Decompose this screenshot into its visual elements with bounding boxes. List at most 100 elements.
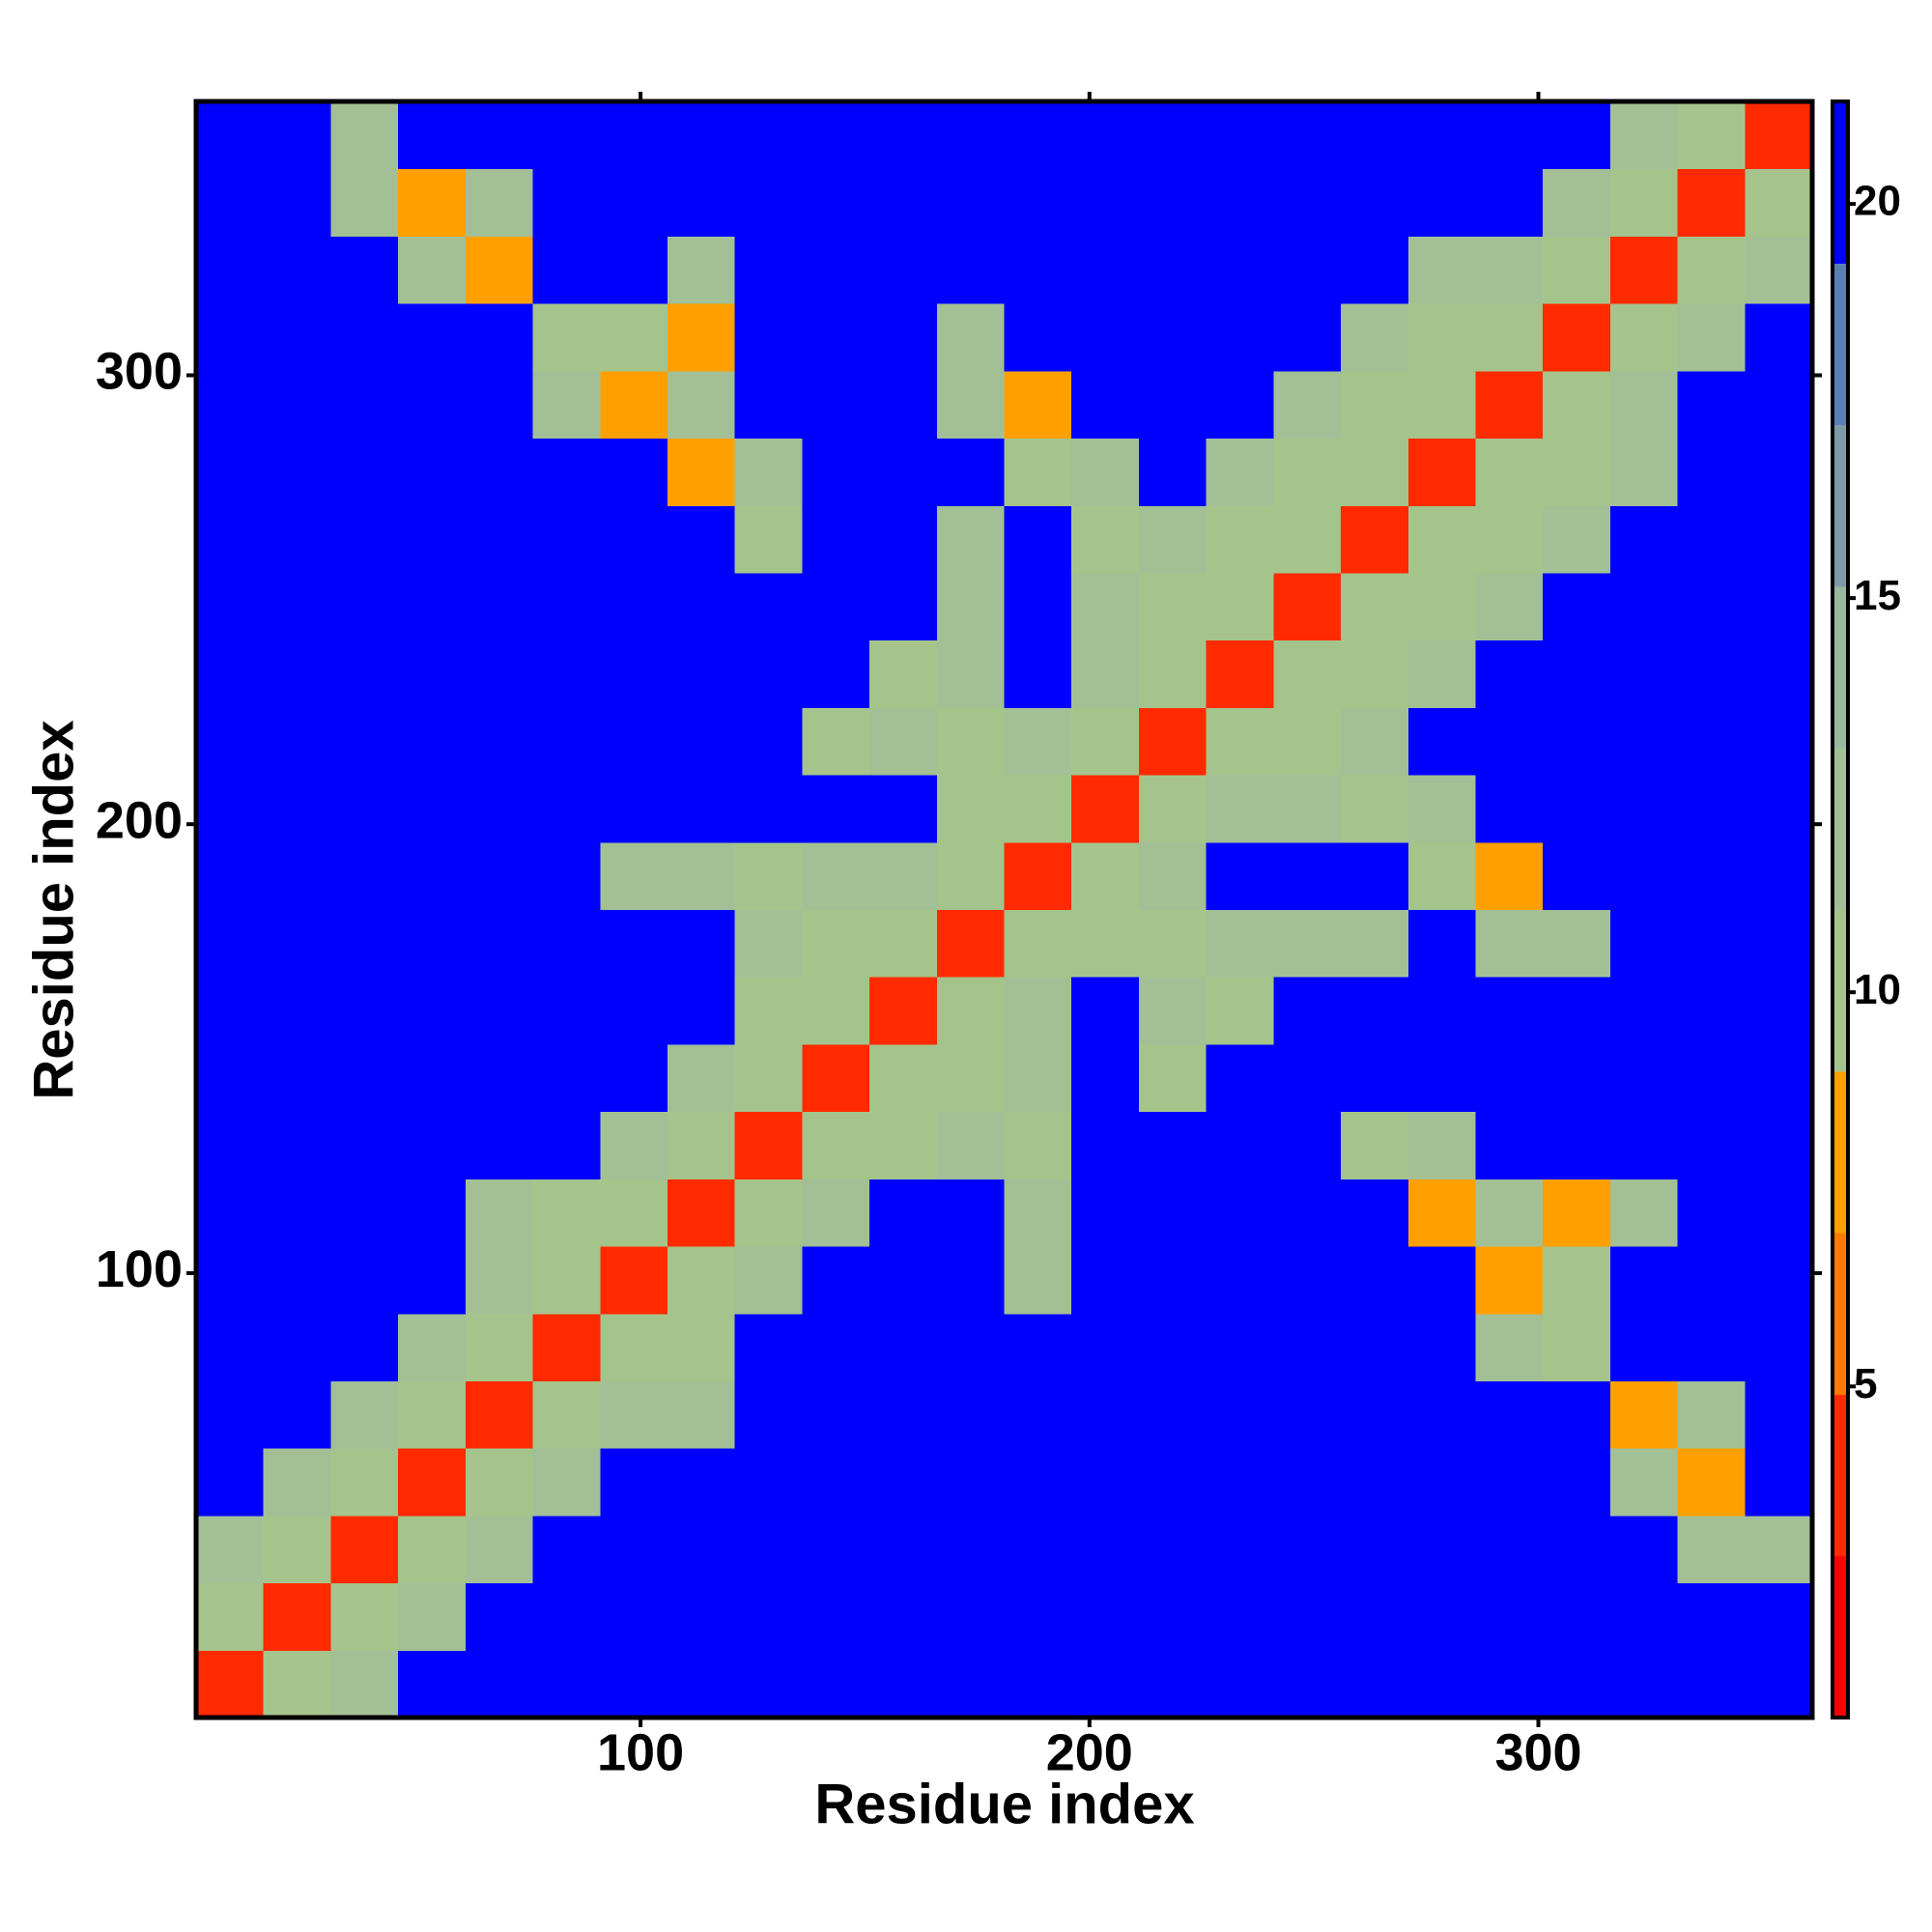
heatmap-cell — [398, 505, 467, 574]
heatmap-cell — [936, 1515, 1005, 1584]
heatmap-cell — [869, 370, 938, 440]
heatmap-cell — [1206, 168, 1274, 237]
heatmap-cell — [1543, 1515, 1611, 1584]
heatmap-cell — [869, 1179, 938, 1247]
heatmap-cell — [869, 572, 938, 641]
heatmap-cell — [936, 1380, 1005, 1449]
heatmap-cell — [263, 841, 331, 910]
heatmap-cell — [802, 370, 870, 440]
heatmap-cell — [196, 841, 265, 910]
heatmap-cell — [936, 236, 1005, 304]
heatmap-cell — [600, 303, 668, 372]
heatmap-cell — [532, 1179, 601, 1247]
heatmap-cell — [1273, 841, 1342, 910]
heatmap-cell — [398, 639, 467, 708]
heatmap-cell — [1341, 1582, 1409, 1651]
heatmap-cell — [465, 1179, 534, 1247]
heatmap-cell — [330, 303, 399, 372]
heatmap-cell — [802, 1111, 870, 1179]
heatmap-cell — [398, 841, 467, 910]
heatmap-cell — [465, 236, 534, 304]
heatmap-cell — [196, 1246, 265, 1315]
heatmap-cell — [936, 1448, 1005, 1517]
heatmap-cell — [1206, 841, 1274, 910]
heatmap-cell — [1745, 370, 1813, 440]
heatmap-cell — [1341, 1448, 1409, 1517]
heatmap-cell — [1138, 707, 1208, 776]
heatmap-cell — [734, 1448, 803, 1517]
heatmap-cell — [1745, 505, 1813, 574]
heatmap-cell — [1341, 977, 1409, 1045]
heatmap-cell — [1004, 101, 1072, 170]
heatmap-cell — [667, 168, 736, 237]
heatmap-cell — [1543, 1111, 1611, 1179]
heatmap-cell — [1475, 1650, 1544, 1719]
heatmap-cell — [1609, 1179, 1679, 1247]
heatmap-cell — [1475, 775, 1544, 843]
x-tick-label: 300 — [1494, 1723, 1581, 1781]
x-axis-title: Residue index — [814, 1773, 1194, 1835]
heatmap-cell — [1609, 909, 1679, 978]
heatmap-cell — [1206, 303, 1274, 372]
heatmap-cell — [465, 1043, 534, 1113]
heatmap-cell — [532, 572, 601, 641]
heatmap-cell — [1609, 438, 1679, 506]
heatmap-cell — [667, 639, 736, 708]
heatmap-cell — [600, 1582, 668, 1651]
heatmap-cell — [667, 1111, 736, 1179]
heatmap-cell — [734, 168, 803, 237]
heatmap-cell — [465, 1448, 534, 1517]
heatmap-cell — [1341, 303, 1409, 372]
heatmap-cell — [196, 572, 265, 641]
heatmap-cell — [1543, 1313, 1611, 1381]
heatmap-cell — [330, 438, 399, 506]
heatmap-cell — [667, 1246, 736, 1315]
heatmap-cell — [1004, 1043, 1072, 1113]
heatmap-cell — [1004, 1515, 1072, 1584]
heatmap-cell — [1071, 101, 1140, 170]
heatmap-cell — [1004, 1582, 1072, 1651]
heatmap-cell — [1543, 1043, 1611, 1113]
heatmap-cell — [1677, 1650, 1746, 1719]
heatmap-cell — [1341, 572, 1409, 641]
heatmap-cell — [1071, 1111, 1140, 1179]
heatmap-cell — [1206, 977, 1274, 1045]
heatmap-cell — [734, 1111, 803, 1179]
heatmap-cell — [667, 977, 736, 1045]
heatmap-cell — [1004, 236, 1072, 304]
heatmap-cell — [1138, 1582, 1208, 1651]
heatmap-cell — [1407, 438, 1476, 506]
heatmap-cell — [600, 639, 668, 708]
heatmap-cell — [263, 370, 331, 440]
heatmap-cell — [1745, 1515, 1813, 1584]
heatmap-cell — [734, 775, 803, 843]
heatmap-cell — [667, 101, 736, 170]
heatmap-cell — [1609, 707, 1679, 776]
heatmap-cell — [1407, 236, 1476, 304]
heatmap-cell — [1407, 1582, 1476, 1651]
heatmap-cell — [1609, 1515, 1679, 1584]
heatmap-cell — [196, 168, 265, 237]
heatmap-cell — [936, 303, 1005, 372]
heatmap-cell — [1138, 101, 1208, 170]
heatmap-cell — [1273, 639, 1342, 708]
heatmap-cell — [1475, 639, 1544, 708]
heatmap-cell — [1273, 909, 1342, 978]
heatmap-cell — [1407, 1448, 1476, 1517]
heatmap-cell — [465, 1582, 534, 1651]
heatmap-cell — [1341, 1111, 1409, 1179]
heatmap-cell — [1273, 775, 1342, 843]
heatmap-cell — [465, 101, 534, 170]
heatmap-cell — [1609, 977, 1679, 1045]
heatmap-cell — [936, 1313, 1005, 1381]
heatmap-cell — [1071, 1650, 1140, 1719]
heatmap-cell — [263, 639, 331, 708]
heatmap-cell — [1677, 168, 1746, 237]
heatmap-cell — [398, 977, 467, 1045]
heatmap-cell — [1273, 1515, 1342, 1584]
colorbar-frame — [1831, 99, 1850, 1719]
heatmap-cell — [802, 775, 870, 843]
heatmap-cell — [1004, 1380, 1072, 1449]
heatmap-cell — [734, 1246, 803, 1315]
heatmap-cell — [600, 1313, 668, 1381]
